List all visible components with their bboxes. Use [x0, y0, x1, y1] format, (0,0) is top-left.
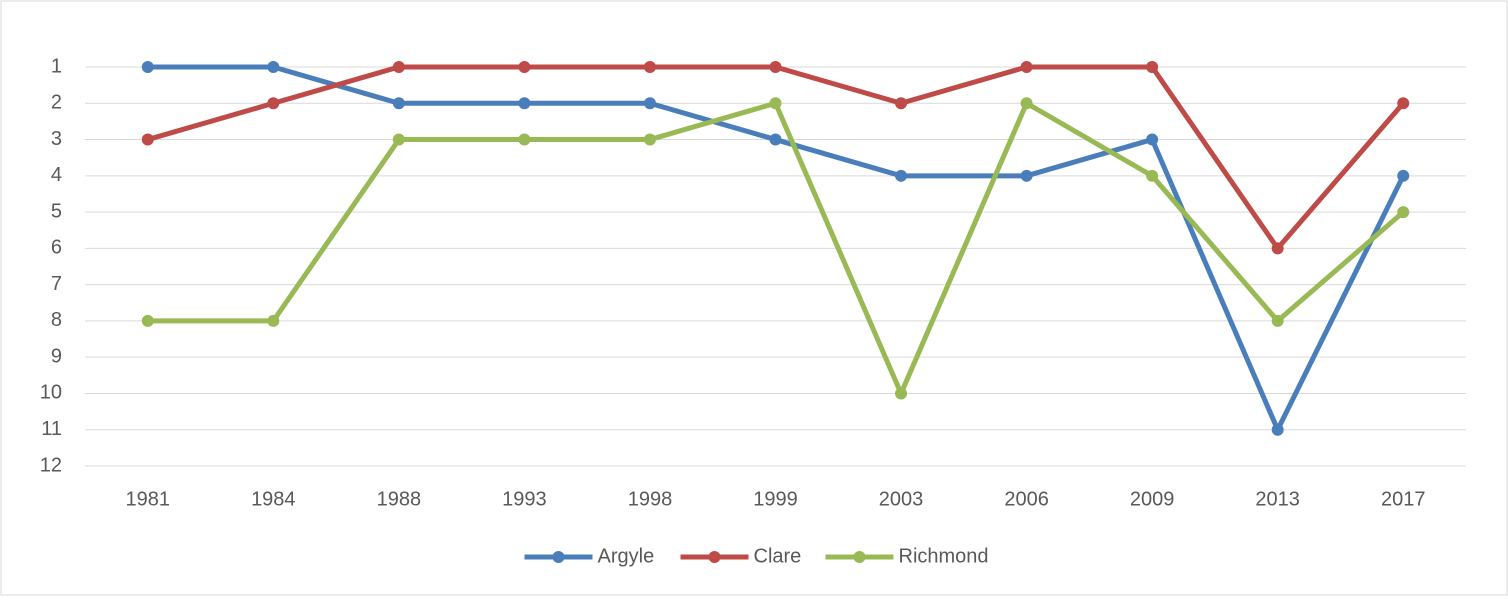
legend-label: Argyle [598, 545, 655, 567]
series-marker [1146, 133, 1159, 146]
series-marker [769, 61, 782, 73]
x-tick-label: 2013 [1255, 488, 1300, 510]
y-tick-label: 9 [51, 345, 62, 367]
series-marker [643, 133, 656, 146]
series-marker [141, 133, 154, 146]
y-tick-label: 7 [51, 273, 62, 295]
series-marker [1397, 97, 1410, 110]
series-marker [392, 61, 405, 73]
x-tick-label: 2017 [1381, 488, 1426, 510]
x-tick-label: 2009 [1130, 488, 1175, 510]
x-tick-label: 1998 [628, 488, 673, 510]
y-tick-label: 10 [40, 382, 62, 404]
series-marker [1397, 169, 1410, 182]
series-marker [392, 133, 405, 146]
series-marker [895, 169, 908, 182]
y-tick-label: 4 [51, 164, 62, 186]
x-tick-label: 1999 [753, 488, 798, 510]
series-marker [1146, 61, 1159, 73]
series-marker [769, 97, 782, 110]
legend-marker [853, 551, 866, 563]
x-tick-label: 2003 [879, 488, 924, 510]
series-marker [643, 97, 656, 110]
series-marker [1020, 97, 1033, 110]
series-marker [769, 133, 782, 146]
x-tick-label: 2006 [1004, 488, 1049, 510]
series-marker [1271, 423, 1284, 436]
series-marker [1271, 242, 1284, 255]
series-marker [895, 387, 908, 400]
y-tick-label: 8 [51, 309, 62, 331]
series-marker [267, 61, 280, 73]
series-marker [267, 97, 280, 110]
y-tick-label: 6 [51, 237, 62, 259]
y-tick-label: 1 [51, 55, 62, 77]
x-tick-label: 1988 [377, 488, 422, 510]
series-marker [141, 314, 154, 327]
series-marker [1397, 206, 1410, 219]
series-marker [518, 97, 531, 110]
series-marker [141, 61, 154, 73]
x-tick-label: 1984 [251, 488, 296, 510]
series-marker [267, 314, 280, 327]
series-marker [643, 61, 656, 73]
series-marker [1146, 169, 1159, 182]
legend-label: Clare [754, 545, 802, 567]
x-tick-label: 1993 [502, 488, 547, 510]
series-marker [518, 61, 531, 73]
y-tick-label: 3 [51, 128, 62, 150]
y-tick-label: 12 [40, 454, 62, 476]
legend-label: Richmond [899, 545, 989, 567]
y-tick-label: 11 [41, 418, 62, 440]
series-marker [1020, 169, 1033, 182]
series-marker [518, 133, 531, 146]
series-marker [895, 97, 908, 110]
y-tick-label: 2 [51, 92, 62, 114]
x-tick-label: 1981 [126, 488, 171, 510]
y-tick-label: 5 [51, 200, 62, 222]
series-marker [392, 97, 405, 110]
series-marker [1271, 314, 1284, 327]
legend-marker [708, 551, 721, 563]
legend-marker [552, 551, 565, 563]
series-marker [1020, 61, 1033, 73]
